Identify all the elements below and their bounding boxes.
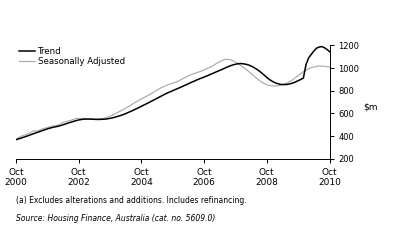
Text: (a) Excludes alterations and additions. Includes refinancing.: (a) Excludes alterations and additions. …	[16, 196, 247, 205]
Y-axis label: $m: $m	[364, 102, 378, 111]
Legend: Trend, Seasonally Adjusted: Trend, Seasonally Adjusted	[16, 43, 129, 70]
Text: Source: Housing Finance, Australia (cat. no. 5609.0): Source: Housing Finance, Australia (cat.…	[16, 214, 215, 223]
